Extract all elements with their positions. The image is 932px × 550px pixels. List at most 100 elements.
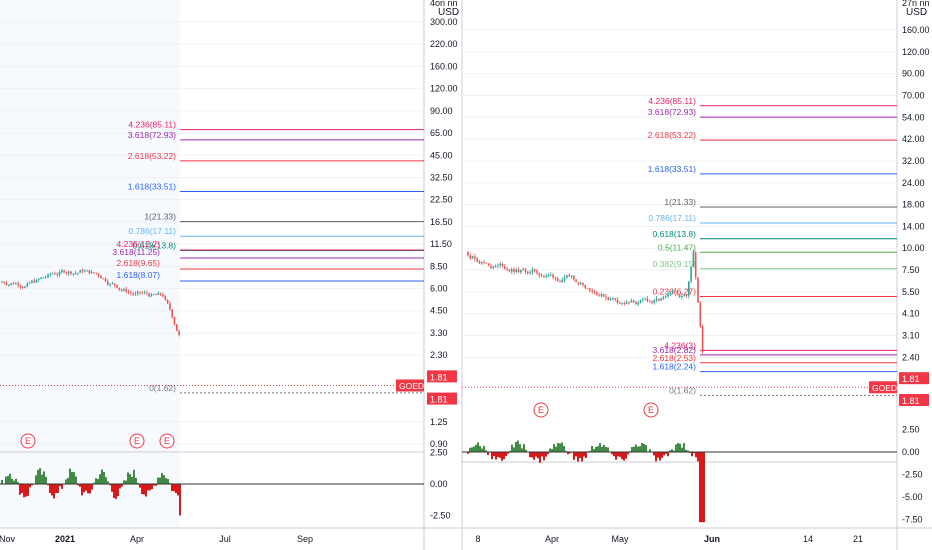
y-axis-tick-label: 4.10 — [902, 309, 920, 319]
candle-body — [582, 283, 584, 285]
fib-level-label: 0.618(13.8) — [133, 240, 177, 250]
oscillator-axis-tick-label: -7.50 — [902, 515, 923, 525]
candle-body — [524, 268, 527, 272]
candle-body — [591, 290, 593, 292]
candle-body — [540, 275, 543, 277]
y-axis-tick-label: 11.50 — [430, 239, 452, 249]
oscillator-axis-tick-label: -5.00 — [902, 492, 923, 502]
candle-body — [487, 263, 490, 266]
fib-overlap-label: 1.618(8.07) — [117, 270, 161, 280]
candle-body — [176, 324, 178, 331]
fib-level-label: 0.236(6.27) — [653, 286, 697, 296]
x-axis-tick-label: 14 — [803, 534, 813, 544]
fib-level-label: 0.5(11.47) — [658, 242, 696, 252]
candle-body — [644, 298, 646, 300]
candle-body — [674, 290, 676, 292]
candle-body — [671, 290, 674, 293]
fib-level-label: 1.618(33.51) — [128, 182, 176, 192]
candle-body — [81, 270, 84, 272]
y-axis-tick-label: 120.00 — [430, 84, 458, 94]
candle-body — [513, 269, 515, 273]
candle-body — [162, 294, 164, 297]
candle-body — [88, 270, 91, 274]
earnings-marker-label: E — [538, 405, 544, 415]
candle-body — [697, 277, 699, 303]
candle-body — [10, 283, 12, 285]
y-axis-tick-label: 160.00 — [902, 25, 930, 35]
x-axis-tick-label: 2021 — [55, 534, 75, 544]
candle-body — [653, 300, 656, 303]
candle-body — [56, 274, 58, 276]
candle-body — [552, 274, 554, 278]
candle-body — [639, 300, 642, 303]
left-chart-marks: 300.00 220.00 160.00 120.00 90.00 65.00 45.00 3… — [0, 17, 458, 544]
x-axis-tick-label: Apr — [545, 534, 559, 544]
candle-body — [31, 280, 33, 283]
fib-overlap-label: 4.236(12.2) — [117, 239, 161, 249]
candle-body — [533, 269, 536, 271]
candle-body — [628, 302, 630, 304]
candle-body — [614, 298, 616, 300]
x-axis-tick-label: 8 — [475, 534, 480, 544]
candle-body — [579, 283, 582, 285]
candle-body — [5, 283, 8, 285]
candle-body — [577, 282, 580, 285]
candle-body — [520, 269, 522, 273]
right-currency-label: USD — [906, 7, 927, 18]
candle-body — [570, 276, 573, 277]
symbol-tag-bg — [396, 379, 424, 392]
candle-body — [690, 266, 692, 282]
candle-body — [97, 273, 100, 276]
candle-body — [681, 295, 683, 298]
x-axis-tick-label: Apr — [130, 534, 144, 544]
candle-body — [58, 272, 61, 276]
candle-body — [139, 291, 141, 293]
candle-body — [694, 251, 697, 278]
y-axis-tick-label: 18.00 — [902, 200, 925, 210]
earnings-marker — [159, 433, 175, 449]
fib-level-label: 2.618(53.22) — [648, 130, 696, 140]
candle-body — [492, 266, 495, 268]
candle-body — [605, 296, 607, 298]
x-axis-tick-label: 21 — [853, 534, 863, 544]
candle-body — [12, 283, 15, 285]
candle-body — [538, 272, 541, 276]
earnings-marker — [129, 433, 145, 449]
candle-body — [173, 317, 176, 325]
symbol-tag: GOED — [872, 383, 897, 393]
candle-body — [635, 302, 637, 305]
candle-body — [678, 293, 681, 298]
candle-body — [54, 273, 56, 275]
candle-body — [612, 298, 614, 300]
candle-body — [662, 297, 665, 299]
y-axis-tick-label: 54.00 — [902, 112, 925, 122]
y-axis-tick-label: 22.50 — [430, 195, 453, 205]
fib-level-label: 3.618(72.93) — [128, 130, 176, 140]
fib-level-label: 3.618(2.82) — [653, 345, 697, 355]
candle-body — [178, 330, 180, 336]
candle-body — [109, 283, 111, 285]
candle-body — [127, 291, 130, 293]
y-axis-tick-label: 90.00 — [902, 69, 925, 79]
candle-body — [515, 269, 518, 273]
y-axis-tick-label: 16.50 — [430, 217, 453, 227]
candle-body — [17, 283, 19, 286]
left-currency-label: USD — [438, 7, 459, 18]
candle-body — [15, 283, 17, 285]
y-axis-tick-label: 32.50 — [430, 172, 453, 182]
candle-body — [159, 293, 162, 295]
candle-body — [1, 282, 3, 284]
candle-body — [467, 252, 469, 256]
candle-body — [517, 269, 520, 273]
candle-body — [485, 262, 488, 264]
candle-body — [593, 291, 596, 293]
fib-level-label: 4.236(3) — [664, 340, 696, 350]
candle-body — [113, 283, 116, 285]
y-axis-tick-label: 160.00 — [430, 61, 458, 71]
candle-body — [49, 273, 52, 275]
candle-body — [123, 289, 125, 291]
fib-level-label: 0(1.62) — [669, 385, 696, 395]
y-axis-tick-label: 6.00 — [430, 284, 448, 294]
candle-body — [589, 288, 591, 291]
candle-body — [118, 287, 121, 290]
